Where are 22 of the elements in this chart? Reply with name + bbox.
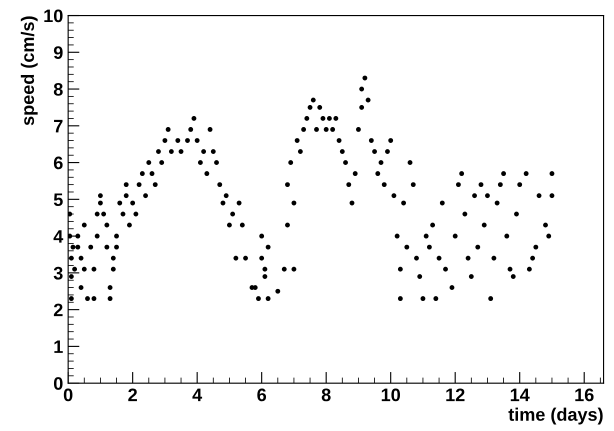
- x-axis-title: time (days): [508, 408, 603, 424]
- x-tick-label: 10: [382, 388, 400, 402]
- y-tick-label: 7: [54, 120, 62, 132]
- x-tick-label: 0: [64, 388, 72, 402]
- y-tick-label: 10: [44, 9, 63, 22]
- x-tick-label: 16: [575, 388, 594, 402]
- y-tick-label: 4: [54, 230, 64, 243]
- x-tick-label: 12: [446, 388, 465, 402]
- y-axis-title: speed (cm/s): [20, 16, 38, 126]
- y-tick-label: 0: [54, 377, 63, 390]
- y-tick-label: 8: [54, 82, 63, 96]
- y-tick-label: 6: [54, 156, 63, 170]
- y-tick-label: 5: [54, 193, 63, 206]
- y-tick-label: 1: [54, 340, 63, 353]
- x-tick-label: 2: [128, 388, 137, 402]
- x-tick-label: 8: [322, 388, 331, 402]
- y-tick-label: 2: [54, 304, 63, 316]
- x-tick-label: 4: [192, 388, 202, 402]
- x-tick-label: 14: [510, 388, 530, 402]
- y-tick-label: 3: [54, 266, 63, 280]
- x-tick-label: 6: [257, 388, 266, 402]
- y-tick-label: 9: [54, 46, 63, 59]
